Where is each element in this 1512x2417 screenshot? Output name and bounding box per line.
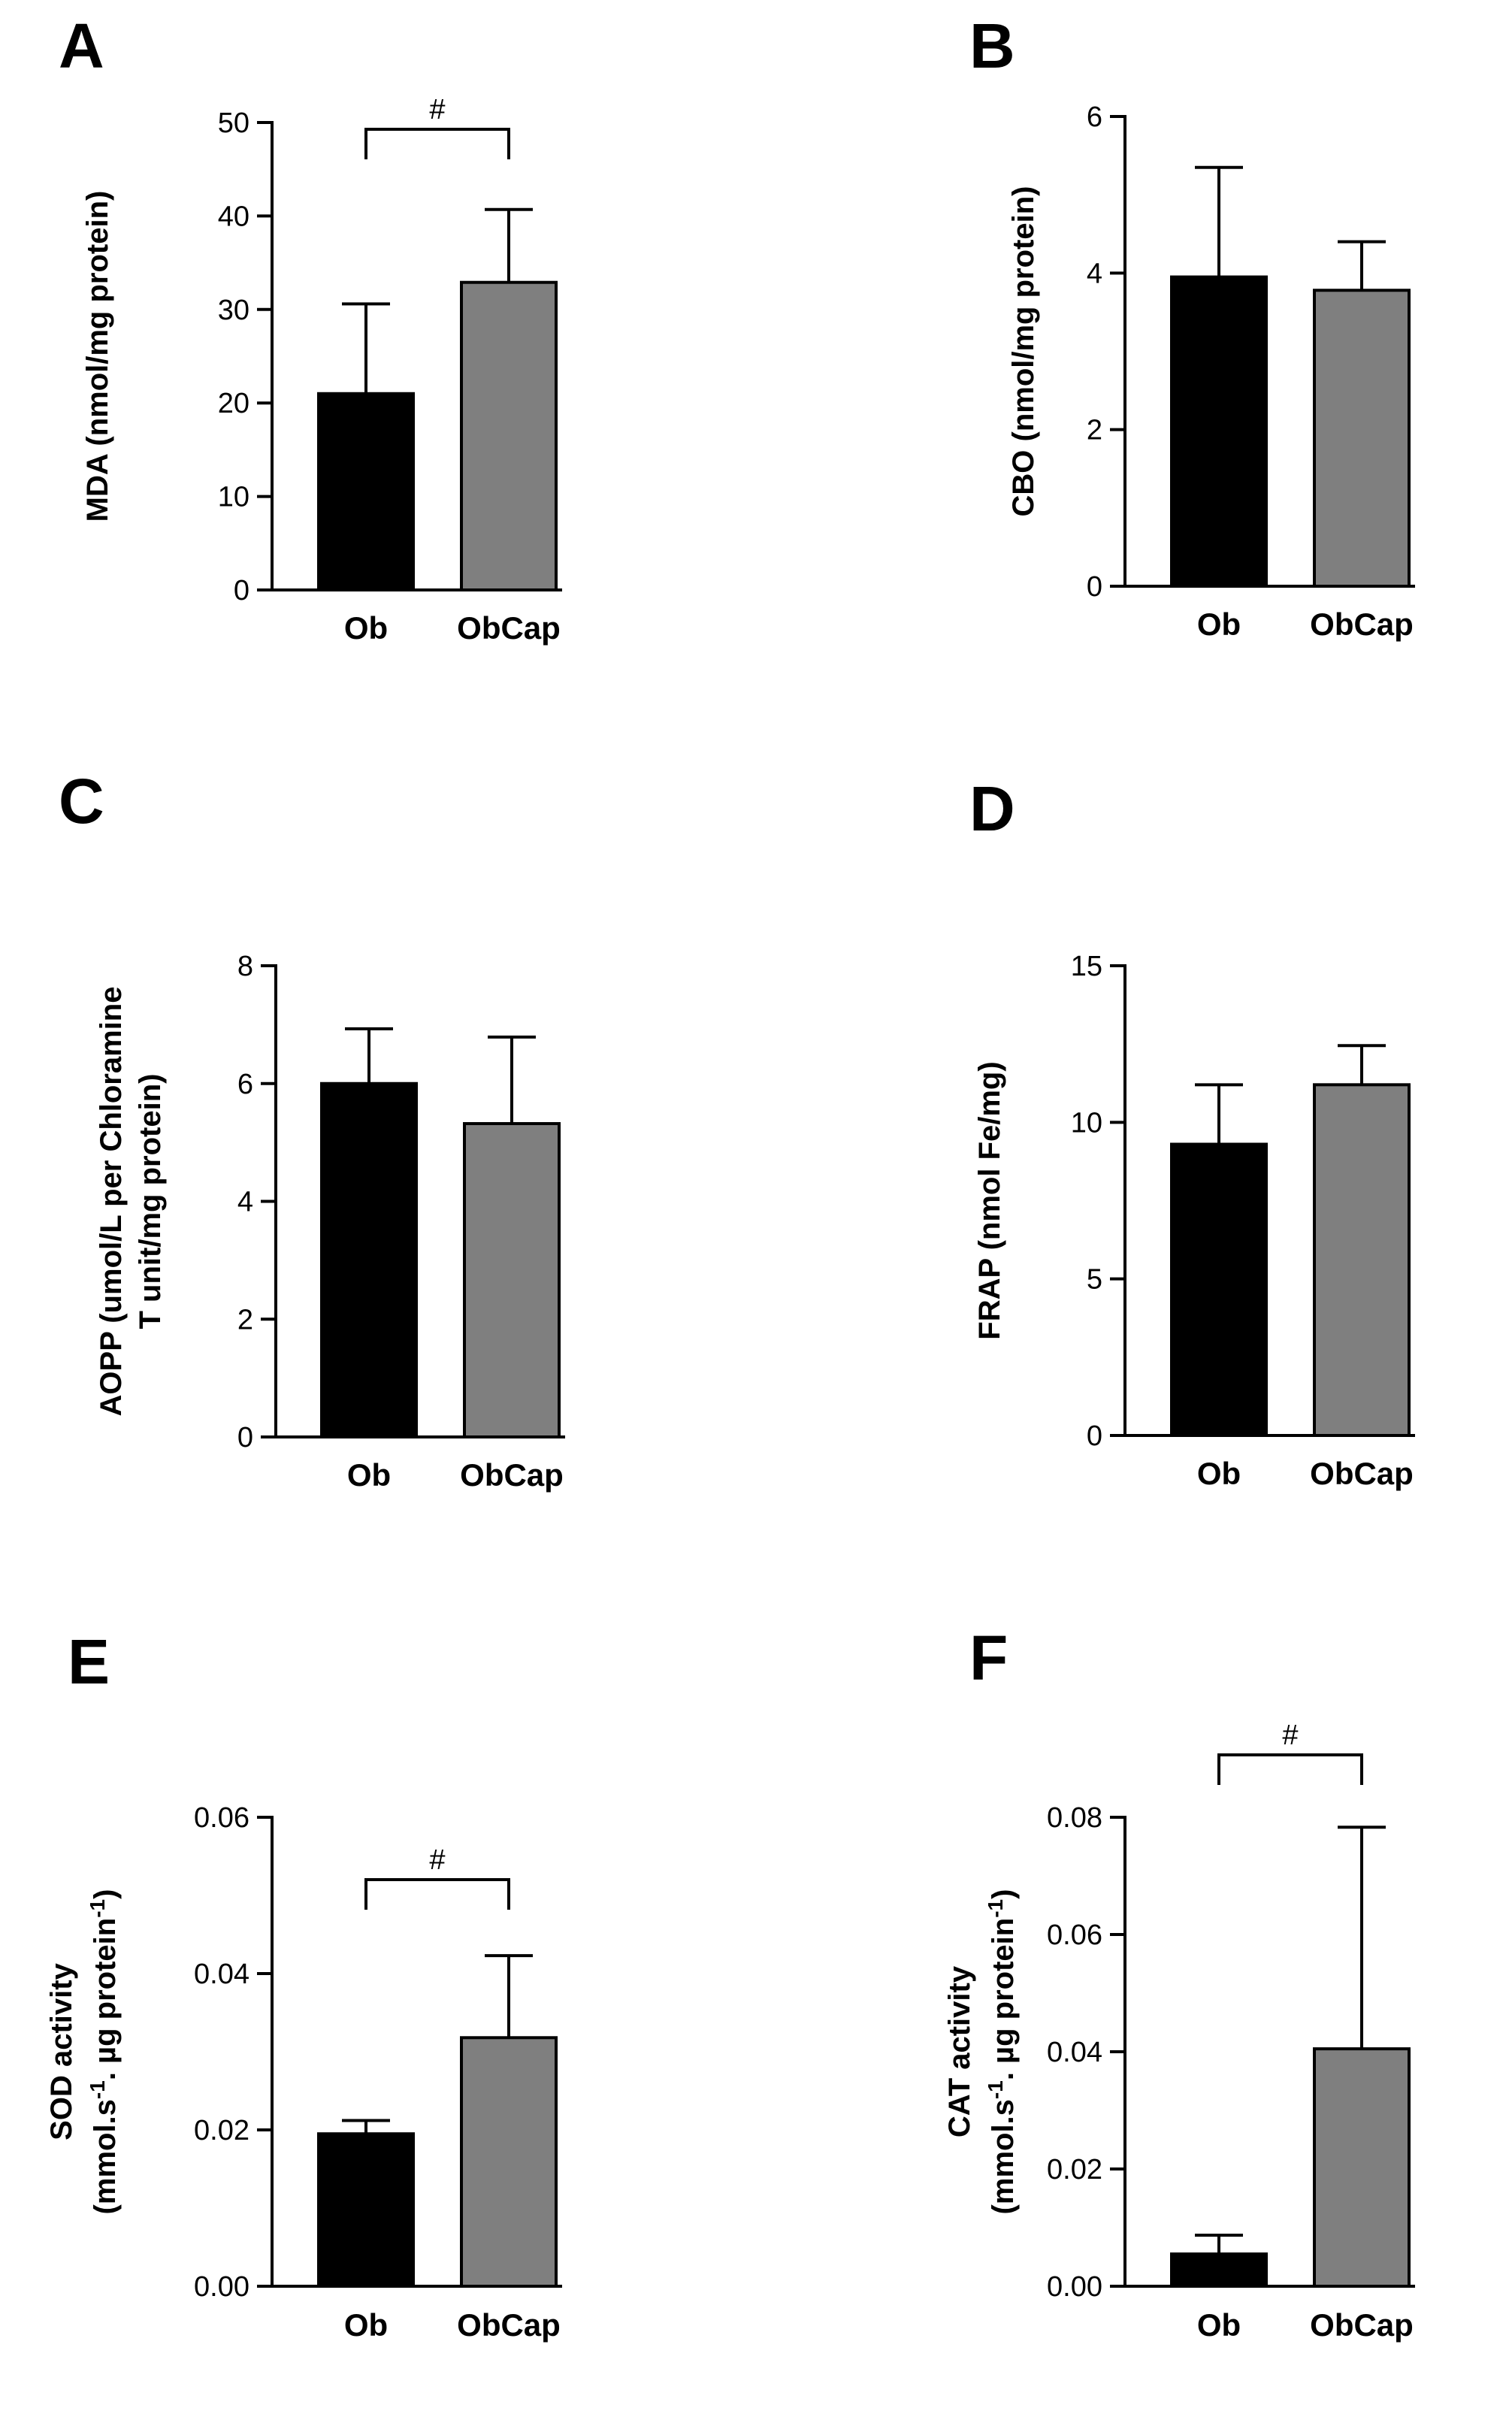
y-tick-label: 40 <box>218 201 249 232</box>
y-axis-label: AOPP (umol/L per Chloramine <box>95 987 128 1417</box>
panel-c: C Ob ObCap 0 2 4 6 8 AOPP (umol/L per Chloramine… <box>59 766 565 1493</box>
y-tick-label: 0.02 <box>194 2115 249 2146</box>
label-part: ) <box>987 1889 1020 1899</box>
category-label: ObCap <box>457 2307 561 2343</box>
bar-obcap <box>1313 1083 1411 1438</box>
category-label: ObCap <box>1310 1456 1414 1491</box>
superscript: -1 <box>984 1899 1007 1918</box>
label-part: (mmol.s <box>987 2099 1020 2214</box>
bar-ob <box>317 392 415 591</box>
y-tick-label: 4 <box>1087 258 1102 289</box>
y-axis-label: CAT activity <box>943 1965 976 2137</box>
y-tick-label: 2 <box>237 1304 253 1336</box>
y-tick-label: 10 <box>1071 1107 1102 1139</box>
significance-marker: # <box>1282 1720 1298 1751</box>
category-label: Ob <box>344 2307 388 2343</box>
superscript: -1 <box>984 2080 1007 2099</box>
y-tick-label: 0.06 <box>1047 1919 1102 1951</box>
label-part: ) <box>89 1889 122 1899</box>
y-tick-label: 0 <box>1087 571 1102 603</box>
panel-label: F <box>969 1623 1008 1693</box>
bar-ob <box>320 1081 418 1438</box>
significance-marker: # <box>429 94 445 126</box>
panel-label: D <box>969 773 1015 844</box>
y-tick-label: 6 <box>237 1069 253 1100</box>
y-tick-label: 5 <box>1087 1264 1102 1296</box>
panel-b: B Ob ObCap 0 2 4 6 CBO (nmol/mg protein) <box>969 11 1415 642</box>
panel-f: F Ob ObCap 0.00 0.02 0.04 0.06 0.08 CAT activity… <box>943 1623 1415 2343</box>
y-tick-label: 8 <box>237 951 253 982</box>
significance-bracket <box>364 1878 510 1910</box>
y-tick-label: 0 <box>237 1422 253 1454</box>
y-tick-label: 0.06 <box>194 1802 249 1834</box>
category-label: Ob <box>1197 607 1241 642</box>
y-tick-label: 50 <box>218 107 249 139</box>
bar-obcap <box>460 280 558 591</box>
bar-obcap <box>463 1122 561 1439</box>
bar-obcap <box>1313 289 1411 588</box>
y-tick-label: 15 <box>1071 951 1102 982</box>
superscript: -1 <box>86 2080 109 2099</box>
significance-bracket <box>1217 1753 1363 1785</box>
bar-ob <box>317 2132 415 2288</box>
y-axis-label-units: (mmol.s-1. µg protein-1) <box>984 1889 1020 2215</box>
y-axis-label: T unit/mg protein) <box>134 1074 167 1330</box>
y-tick-label: 0.04 <box>1047 2037 1102 2068</box>
y-axis-label: CBO (nmol/mg protein) <box>1007 186 1040 517</box>
category-label: Ob <box>1197 2307 1241 2343</box>
label-part: . µg protein <box>89 1918 122 2080</box>
panel-label: A <box>59 11 104 81</box>
y-tick-label: 0 <box>1087 1420 1102 1452</box>
bar-ob <box>1170 1142 1268 1437</box>
panel-label: C <box>59 766 104 836</box>
y-axis-label-units: (mmol.s-1. µg protein-1) <box>86 1889 122 2215</box>
panel-a: A Ob ObCap 0 10 20 30 40 50 MDA (nmol/mg protein)… <box>59 11 562 646</box>
y-axis-label: SOD activity <box>45 1962 78 2140</box>
bar-ob <box>1170 2252 1268 2288</box>
bar-ob <box>1170 275 1268 588</box>
y-tick-label: 0.00 <box>1047 2271 1102 2303</box>
category-label: Ob <box>1197 1456 1241 1491</box>
panel-label: B <box>969 11 1015 81</box>
label-part: (mmol.s <box>89 2099 122 2214</box>
panel-label: E <box>68 1626 110 1697</box>
y-tick-label: 4 <box>237 1187 253 1218</box>
category-label: Ob <box>347 1457 391 1493</box>
category-label: ObCap <box>460 1457 564 1493</box>
category-label: ObCap <box>457 610 561 646</box>
y-tick-label: 0 <box>234 575 249 607</box>
significance-marker: # <box>429 1844 445 1876</box>
superscript: -1 <box>86 1899 109 1918</box>
y-tick-label: 10 <box>218 482 249 513</box>
y-tick-label: 0.04 <box>194 1959 249 1990</box>
y-axis-label: FRAP (nmol Fe/mg) <box>973 1061 1006 1339</box>
y-tick-label: 6 <box>1087 101 1102 133</box>
significance-bracket <box>364 128 510 159</box>
bar-obcap <box>1313 2047 1411 2288</box>
y-tick-label: 0.00 <box>194 2271 249 2303</box>
panel-d: D Ob ObCap 0 5 10 15 FRAP (nmol Fe/mg) <box>969 773 1415 1491</box>
y-tick-label: 0.02 <box>1047 2154 1102 2186</box>
bar-obcap <box>460 2036 558 2288</box>
category-label: Ob <box>344 610 388 646</box>
category-label: ObCap <box>1310 2307 1414 2343</box>
category-label: ObCap <box>1310 607 1414 642</box>
y-tick-label: 30 <box>218 295 249 326</box>
label-part: . µg protein <box>987 1918 1020 2080</box>
y-tick-label: 0.08 <box>1047 1802 1102 1834</box>
y-tick-label: 20 <box>218 388 249 419</box>
y-tick-label: 2 <box>1087 415 1102 446</box>
y-axis-label: MDA (nmol/mg protein) <box>81 191 114 522</box>
